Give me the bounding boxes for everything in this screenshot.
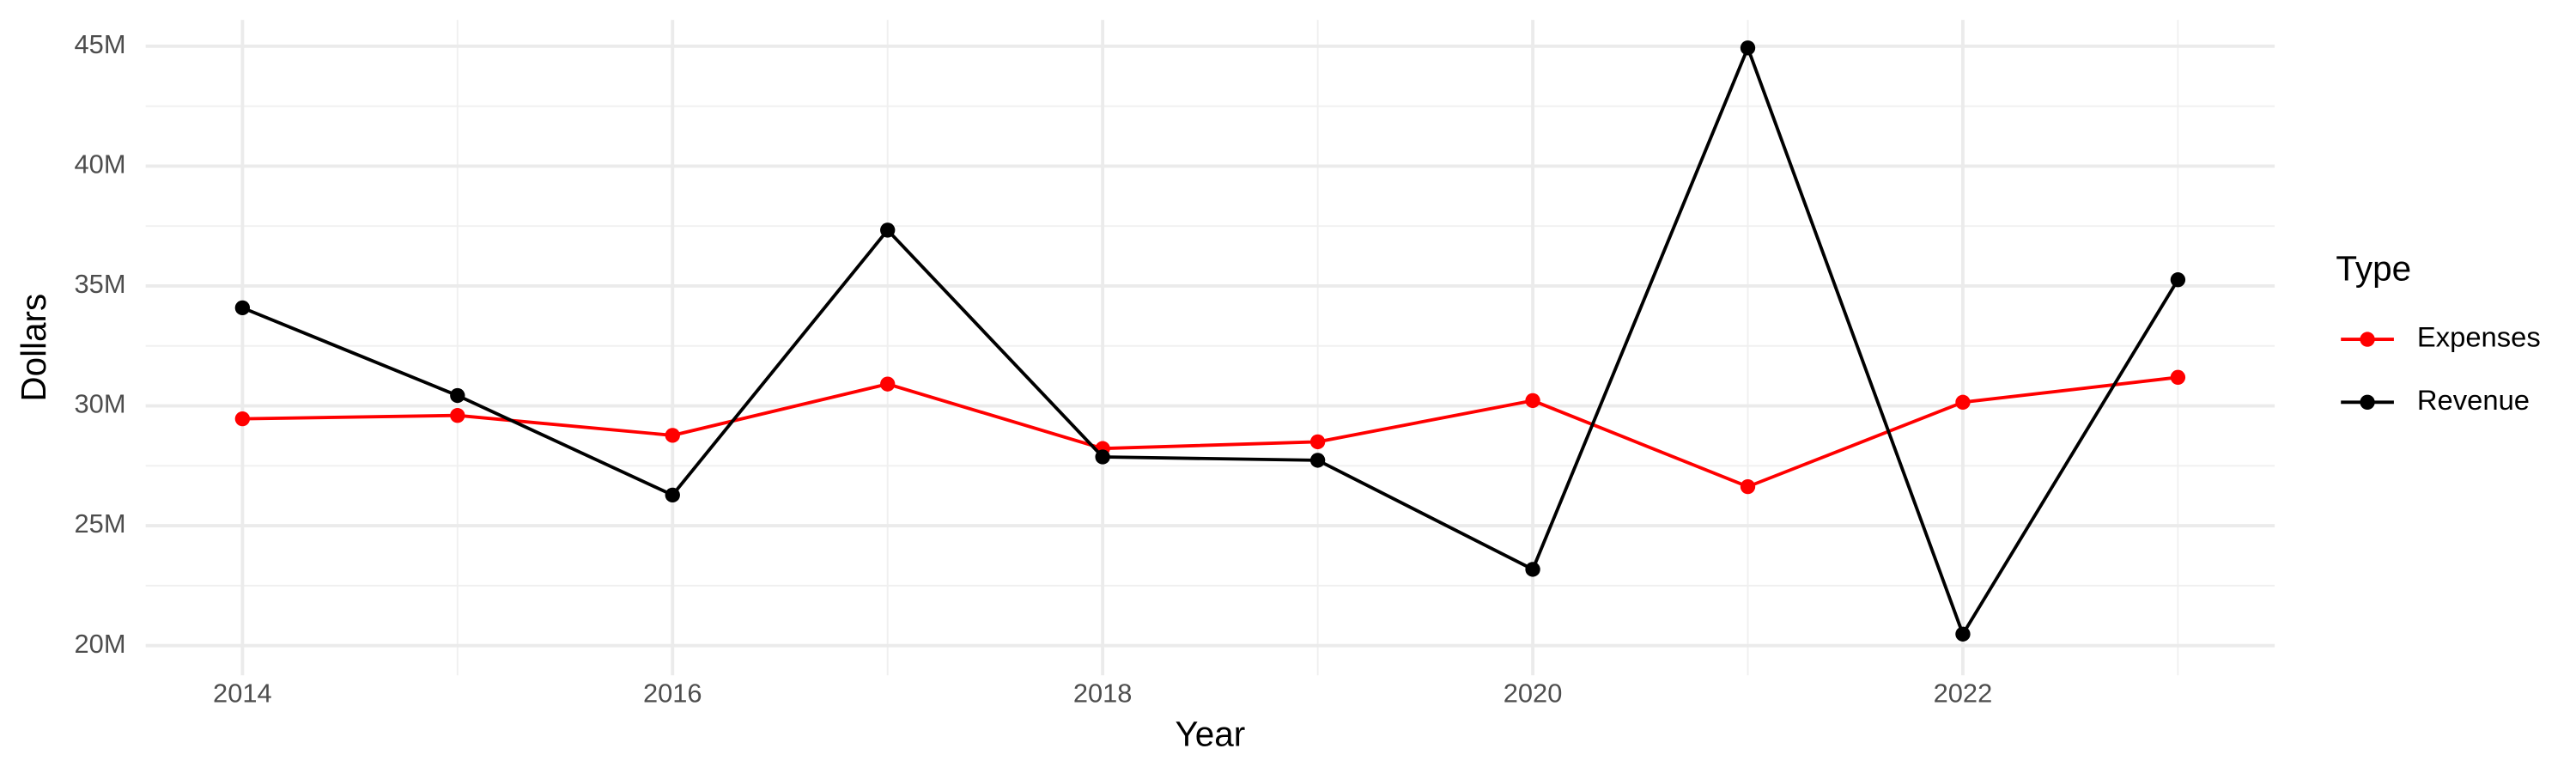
series-line: [242, 375, 2178, 489]
legend-key-point: [2360, 332, 2375, 347]
point: [2170, 272, 2186, 288]
point: [1740, 40, 1756, 56]
y-tick-label: 40M: [75, 149, 126, 180]
legend-key-point: [2360, 394, 2375, 410]
y-tick-label: 25M: [75, 508, 126, 539]
point: [880, 376, 896, 392]
point: [2170, 369, 2186, 385]
point: [665, 487, 680, 503]
legend-label: Revenue: [2417, 384, 2530, 416]
series-line: [241, 43, 2180, 638]
y-tick-label: 20M: [75, 629, 126, 659]
y-tick-label: 45M: [75, 29, 126, 59]
point: [1525, 562, 1540, 577]
point: [1525, 393, 1540, 409]
plot-marks: [234, 40, 2186, 642]
point: [450, 387, 465, 404]
point: [1309, 434, 1326, 450]
y-tick-label: 35M: [75, 269, 126, 299]
x-tick-label: 2018: [1073, 679, 1133, 709]
grid: 20M 25M 30M 35M 40M 45M 2014 2016 2018 2020 2022: [75, 20, 2275, 709]
legend-label: Expenses: [2417, 321, 2541, 353]
point: [234, 300, 251, 316]
point: [880, 222, 896, 238]
point: [1740, 478, 1756, 495]
point: [1095, 449, 1110, 465]
point: [450, 408, 465, 423]
point: [665, 428, 680, 443]
x-tick-label: 2022: [1934, 679, 1993, 709]
y-axis-title: Dollars: [14, 294, 53, 402]
legend-title: Type: [2336, 249, 2411, 289]
x-axis-title: Year: [1175, 714, 1245, 753]
point: [1955, 626, 1971, 642]
y-tick-label: 30M: [75, 389, 126, 419]
legend: Type Expenses Revenue: [2336, 249, 2540, 416]
x-tick-label: 2016: [643, 679, 702, 709]
x-tick-label: 2020: [1504, 679, 1563, 709]
point: [1309, 453, 1326, 468]
point: [234, 411, 251, 427]
x-tick-label: 2014: [213, 679, 272, 709]
point: [1955, 394, 1971, 411]
